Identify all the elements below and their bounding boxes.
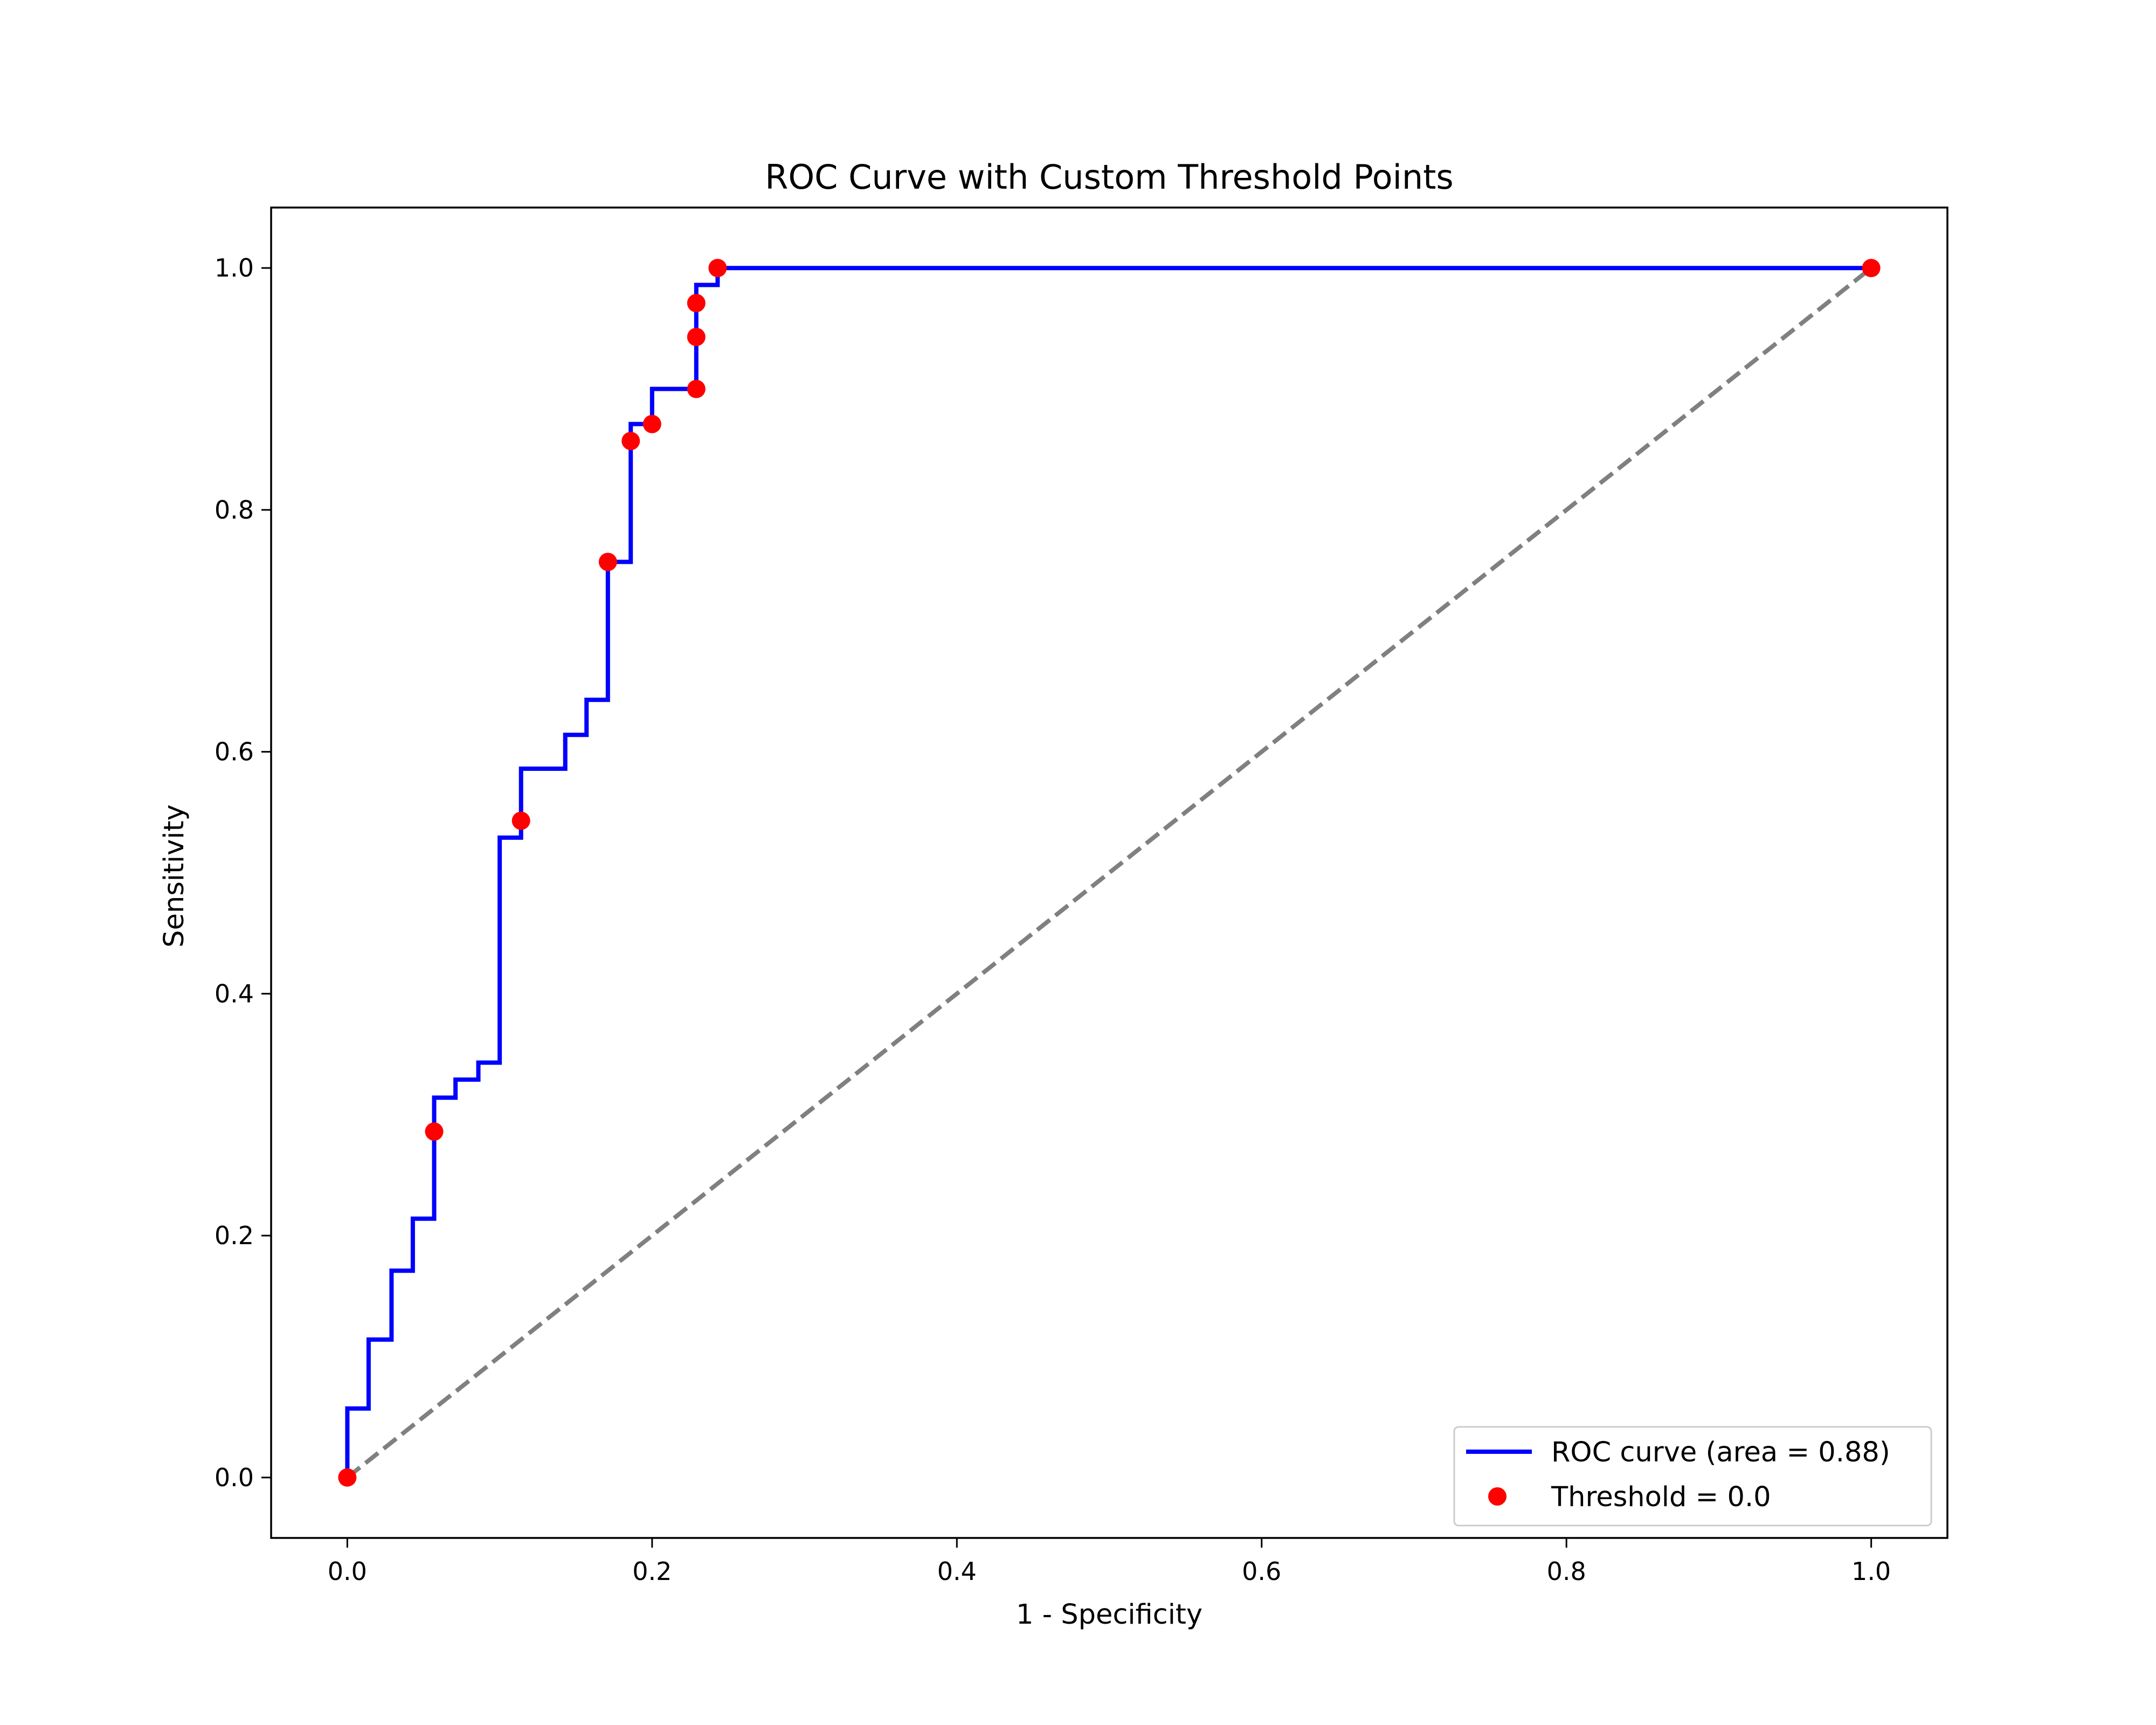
plot-layer [338, 259, 1881, 1487]
roc-curve-line [345, 266, 1871, 1478]
legend-threshold-swatch [1488, 1487, 1507, 1506]
y-tick-label: 0.2 [215, 1221, 254, 1250]
threshold-point [1862, 259, 1881, 278]
chance-diagonal-line [345, 266, 1873, 1479]
x-tick-label: 0.6 [1242, 1557, 1281, 1586]
y-tick-label: 0.4 [215, 979, 254, 1008]
x-tick-label: 0.0 [328, 1557, 367, 1586]
threshold-point [687, 294, 706, 313]
threshold-point [338, 1468, 357, 1487]
legend-roc-label: ROC curve (area = 0.88) [1551, 1437, 1890, 1468]
x-tick-label: 0.4 [937, 1557, 977, 1586]
x-tick-label: 0.8 [1547, 1557, 1586, 1586]
x-axis-title: 1 - Specificity [1016, 1599, 1203, 1631]
legend: ROC curve (area = 0.88) Threshold = 0.0 [1453, 1426, 1932, 1527]
y-axis-title: Sensitivity [158, 804, 190, 948]
plot-area-frame [270, 206, 1948, 1539]
x-tick-label: 1.0 [1851, 1557, 1891, 1586]
threshold-point [425, 1122, 444, 1141]
y-tick-label: 0.0 [215, 1463, 254, 1492]
chart-title: ROC Curve with Custom Threshold Points [765, 157, 1453, 197]
axes-layer: 0.0 0.2 0.4 0.6 0.8 1.0 0.0 0.2 0.4 0.6 0.8 1.0 [215, 253, 1891, 1586]
threshold-point [512, 811, 530, 830]
threshold-point [708, 259, 727, 278]
threshold-point [687, 328, 706, 347]
y-tick-label: 0.6 [215, 737, 254, 767]
legend-threshold-label: Threshold = 0.0 [1551, 1481, 1771, 1513]
y-tick-label: 1.0 [215, 253, 254, 282]
threshold-point [687, 380, 706, 398]
legend-box [1453, 1426, 1932, 1527]
threshold-point [598, 553, 617, 571]
threshold-point [642, 415, 661, 433]
x-tick-label: 0.2 [632, 1557, 672, 1586]
y-tick-label: 0.8 [215, 495, 254, 525]
threshold-point [621, 432, 640, 451]
